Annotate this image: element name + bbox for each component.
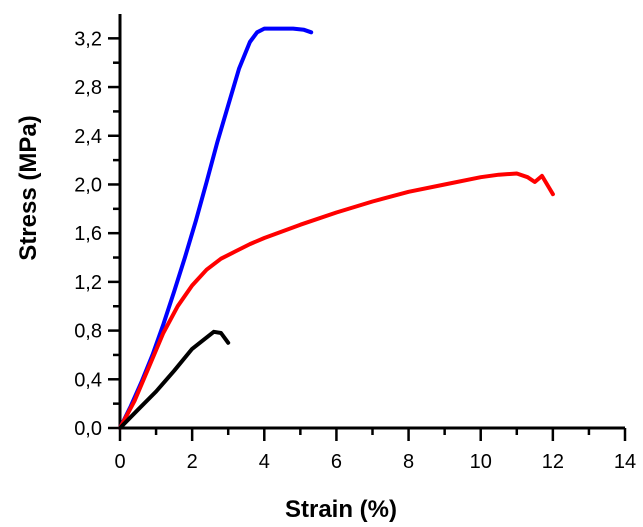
y-tick-label: 1,6	[74, 223, 102, 245]
y-tick-label: 3,2	[74, 28, 102, 50]
y-tick-label: 2,0	[74, 174, 102, 196]
y-tick-label: 0,4	[74, 369, 102, 391]
series-group	[118, 26, 555, 430]
series-line-2	[118, 171, 555, 430]
x-tick-label: 2	[187, 451, 198, 473]
x-tick-label: 14	[614, 451, 636, 473]
x-tick-label: 12	[542, 451, 564, 473]
x-tick-label: 4	[259, 451, 270, 473]
x-axis-title: Strain (%)	[285, 496, 397, 523]
x-tick-label: 0	[114, 451, 125, 473]
x-tick-label: 6	[331, 451, 342, 473]
series-line-3	[118, 329, 231, 430]
y-tick-label: 1,2	[74, 272, 102, 294]
y-tick-label: 0,0	[74, 418, 102, 440]
ticks-group: 0 2 4 6 8 10 12 14 0,0 0,4 0,8 1,2 1,6 2,0 2,4 2,8 3,2	[74, 28, 636, 473]
x-tick-label: 8	[403, 451, 414, 473]
y-tick-label: 0,8	[74, 321, 102, 343]
y-tick-label: 2,4	[74, 126, 102, 148]
x-tick-label: 10	[470, 451, 492, 473]
y-axis-title: Stress (MPa)	[15, 115, 42, 260]
y-tick-label: 2,8	[74, 77, 102, 99]
